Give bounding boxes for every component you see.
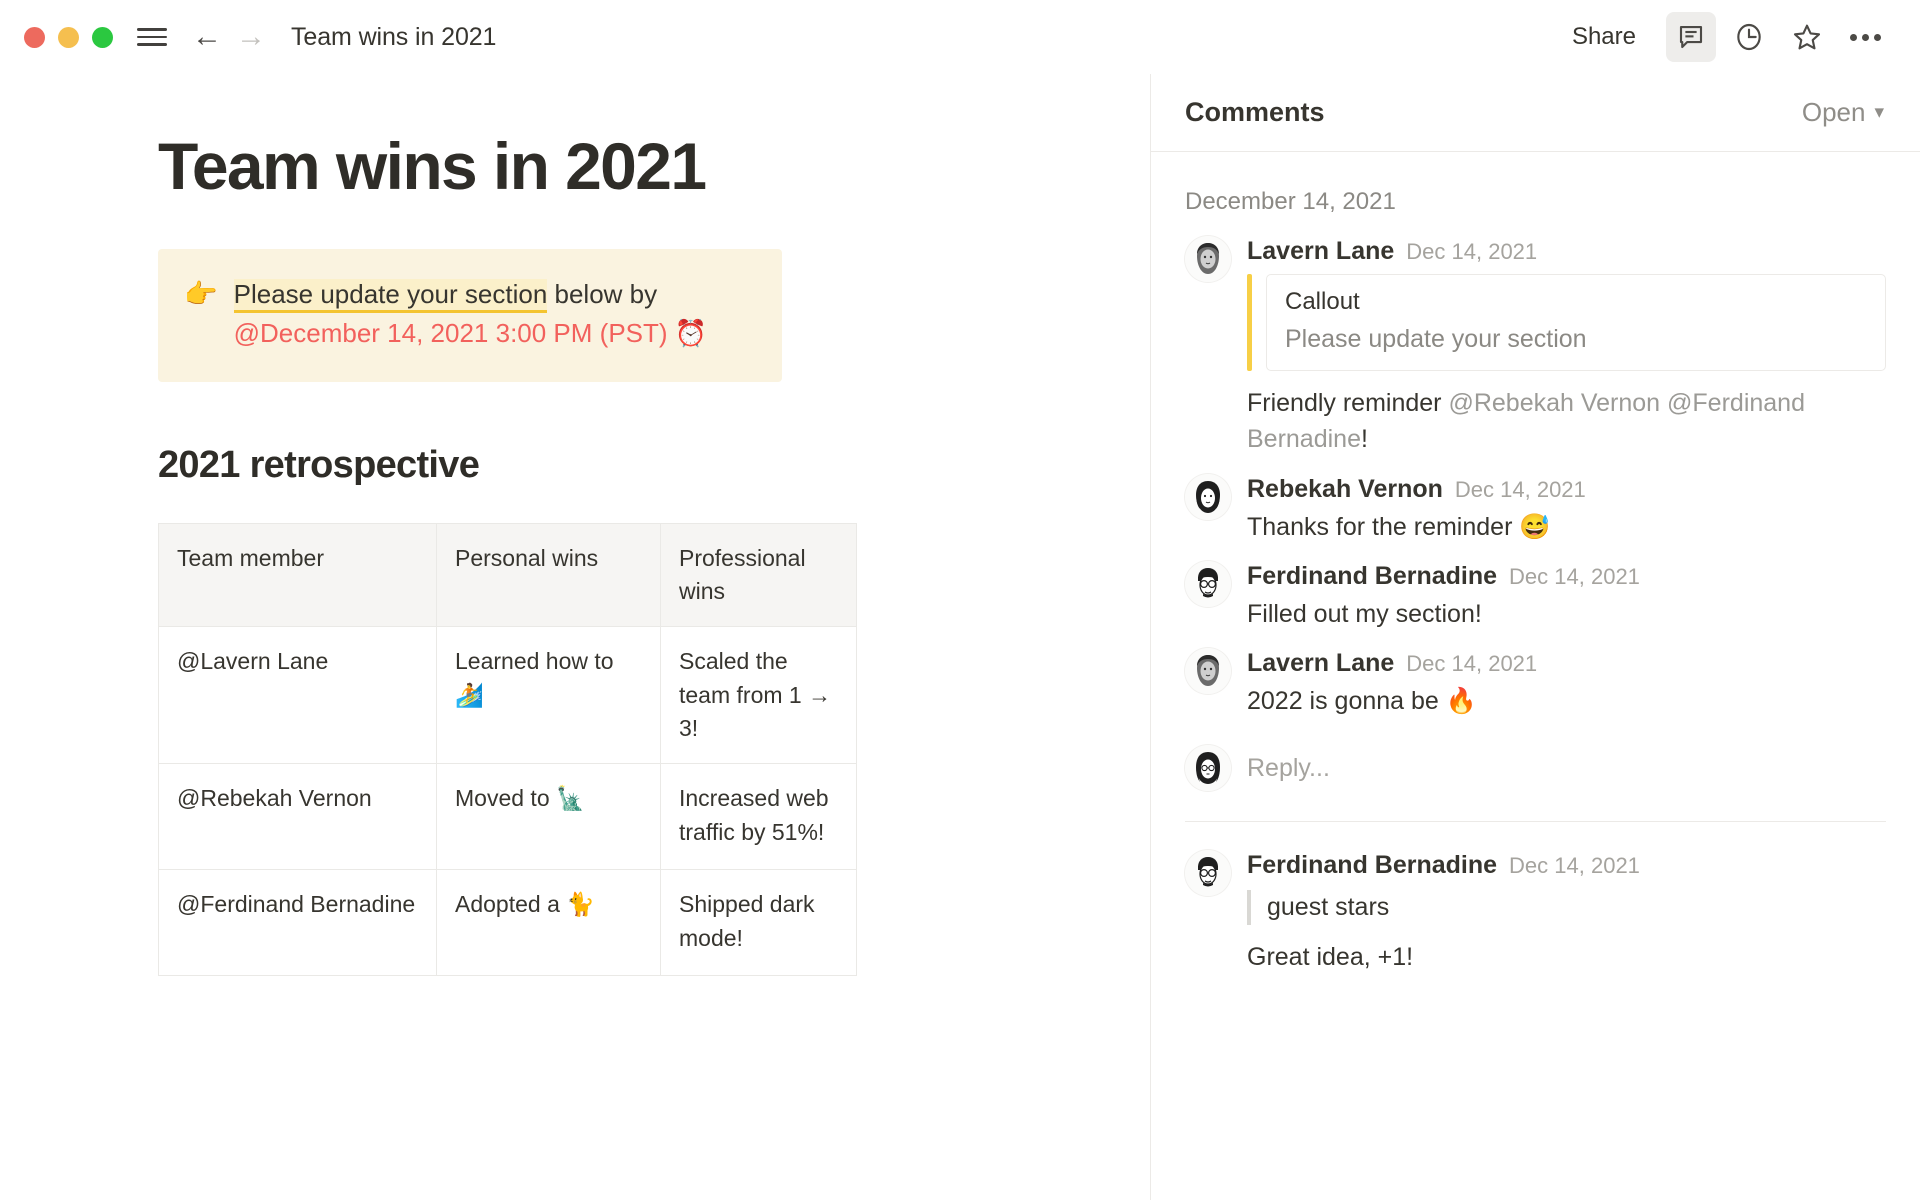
comment-timestamp: Dec 14, 2021 <box>1454 476 1586 502</box>
comment-author[interactable]: Ferdinand Bernadine <box>1247 851 1498 880</box>
callout-text: Please update your section below by @Dec… <box>233 275 708 354</box>
clock-icon[interactable] <box>1724 12 1774 62</box>
quote-accent-bar <box>1247 274 1252 371</box>
comments-date-group: December 14, 2021 <box>1185 188 1396 215</box>
avatar <box>1185 745 1231 792</box>
quote-text: guest stars <box>1267 893 1390 922</box>
comments-filter-dropdown[interactable]: Open ▾ <box>1802 97 1884 128</box>
cell-personal-wins[interactable]: Adopted a 🐈 <box>436 869 661 977</box>
comment-item: Lavern Lane Dec 14, 2021 Callout Please … <box>1185 236 1886 458</box>
alarm-clock-icon: ⏰ <box>674 318 708 349</box>
section-heading: 2021 retrospective <box>158 443 480 486</box>
comment-text: Thanks for the reminder 😅 <box>1247 512 1551 541</box>
quote-subtitle: Please update your section <box>1285 325 1587 353</box>
quote-card[interactable]: Callout Please update your section <box>1266 274 1886 371</box>
comment-text: Friendly reminder @Rebekah Vernon @Ferdi… <box>1247 385 1886 458</box>
table-header-row: Team member Personal wins Professional w… <box>158 522 857 628</box>
comment-item: Ferdinand Bernadine Dec 14, 2021 Filled … <box>1185 560 1886 632</box>
comment-text: Filled out my section! <box>1247 599 1482 628</box>
chevron-down-icon: ▾ <box>1874 102 1884 123</box>
comment-timestamp: Dec 14, 2021 <box>1406 239 1538 264</box>
table-row: @Ferdinand Bernadine Adopted a 🐈 Shipped… <box>158 869 857 977</box>
avatar[interactable] <box>1185 648 1231 694</box>
comment-text-end: ! <box>1360 425 1368 454</box>
highlighted-text: Please update your section <box>233 278 548 313</box>
callout-text-after: below by <box>547 278 658 309</box>
comments-filter-label: Open <box>1801 97 1866 127</box>
thread-divider <box>1185 821 1886 823</box>
comment-timestamp: Dec 14, 2021 <box>1509 563 1640 589</box>
cell-team-member[interactable]: @Rebekah Vernon <box>158 763 437 871</box>
cell-professional-wins[interactable]: Scaled the team from 1 → 3! <box>660 626 857 765</box>
arrow-left-icon[interactable]: ← <box>192 20 222 53</box>
cell-personal-wins[interactable]: Learned how to 🏄 <box>436 626 661 765</box>
title-bar: ← → Team wins in 2021 Share <box>0 0 1920 74</box>
hamburger-icon[interactable] <box>135 20 169 54</box>
cell-team-member[interactable]: @Ferdinand Bernadine <box>158 869 437 977</box>
avatar[interactable] <box>1185 560 1231 607</box>
comment-timestamp: Dec 14, 2021 <box>1509 853 1640 879</box>
reply-input[interactable]: Reply... <box>1247 753 1330 782</box>
retrospective-table: Team member Personal wins Professional w… <box>158 522 857 977</box>
avatar[interactable] <box>1185 473 1231 520</box>
comment-author[interactable]: Ferdinand Bernadine <box>1247 561 1498 590</box>
quoted-text-block: guest stars <box>1247 890 1886 926</box>
breadcrumb[interactable]: Team wins in 2021 <box>291 22 497 51</box>
column-header-personal-wins[interactable]: Personal wins <box>436 522 661 628</box>
comment-author[interactable]: Lavern Lane <box>1247 237 1395 265</box>
toolbar: Share <box>1560 12 1890 62</box>
reply-composer[interactable]: Reply... <box>1185 745 1886 792</box>
table-row: @Lavern Lane Learned how to 🏄 Scaled the… <box>158 626 857 765</box>
quote-title: Callout <box>1285 288 1360 315</box>
quoted-block: Callout Please update your section <box>1247 274 1886 371</box>
comments-header: Comments Open ▾ <box>1151 74 1920 152</box>
comment-thread: Lavern Lane Dec 14, 2021 Callout Please … <box>1151 236 1920 823</box>
more-horizontal-icon[interactable] <box>1840 12 1890 62</box>
pointing-right-icon: 👉 <box>184 278 218 309</box>
window-controls <box>24 26 113 48</box>
comment-text-main: Friendly reminder <box>1247 389 1449 417</box>
avatar[interactable] <box>1185 236 1231 282</box>
minimize-window-button[interactable] <box>58 26 79 48</box>
comment-item: Rebekah Vernon Dec 14, 2021 Thanks for t… <box>1185 473 1886 545</box>
comment-timestamp: Dec 14, 2021 <box>1406 651 1538 676</box>
comment-author[interactable]: Rebekah Vernon <box>1247 474 1443 503</box>
comments-title: Comments <box>1185 97 1325 127</box>
arrow-right-icon[interactable]: → <box>236 20 266 53</box>
comment-thread: Ferdinand Bernadine Dec 14, 2021 guest s… <box>1151 822 1920 975</box>
avatar[interactable] <box>1185 850 1231 897</box>
table-row: @Rebekah Vernon Moved to 🗽 Increased web… <box>158 763 857 871</box>
close-window-button[interactable] <box>24 26 45 48</box>
cell-personal-wins[interactable]: Moved to 🗽 <box>436 763 661 871</box>
comment-text: Great idea, +1! <box>1247 943 1414 972</box>
quote-accent-bar <box>1247 890 1251 926</box>
zoom-window-button[interactable] <box>92 26 113 48</box>
document-pane: Team wins in 2021 👉 Please update your s… <box>0 74 1150 1200</box>
comment-item: Lavern Lane Dec 14, 2021 2022 is gonna b… <box>1185 648 1886 719</box>
comment-text: 2022 is gonna be 🔥 <box>1247 687 1477 715</box>
comment-icon[interactable] <box>1666 12 1716 62</box>
cell-professional-wins[interactable]: Increased web traffic by 51%! <box>660 763 857 871</box>
date-mention[interactable]: @December 14, 2021 3:00 PM (PST) <box>233 318 668 349</box>
share-button[interactable]: Share <box>1571 23 1636 50</box>
column-header-professional-wins[interactable]: Professional wins <box>660 522 857 628</box>
comments-panel: Comments Open ▾ December 14, 2021 <box>1150 74 1920 1200</box>
page-title: Team wins in 2021 <box>158 129 707 203</box>
callout-block[interactable]: 👉 Please update your section below by @D… <box>158 248 782 382</box>
column-header-team-member[interactable]: Team member <box>158 522 437 628</box>
comment-author[interactable]: Lavern Lane <box>1247 649 1395 677</box>
comment-mentions[interactable]: @Rebekah Vernon @Ferdinand Bernadine <box>1247 389 1805 454</box>
comment-item: Ferdinand Bernadine Dec 14, 2021 guest s… <box>1185 850 1886 975</box>
cell-professional-wins[interactable]: Shipped dark mode! <box>660 869 857 977</box>
comments-list[interactable]: December 14, 2021 Lavern Lane Dec 14, 20… <box>1151 152 1920 1200</box>
cell-team-member[interactable]: @Lavern Lane <box>158 626 437 765</box>
star-icon[interactable] <box>1782 12 1832 62</box>
